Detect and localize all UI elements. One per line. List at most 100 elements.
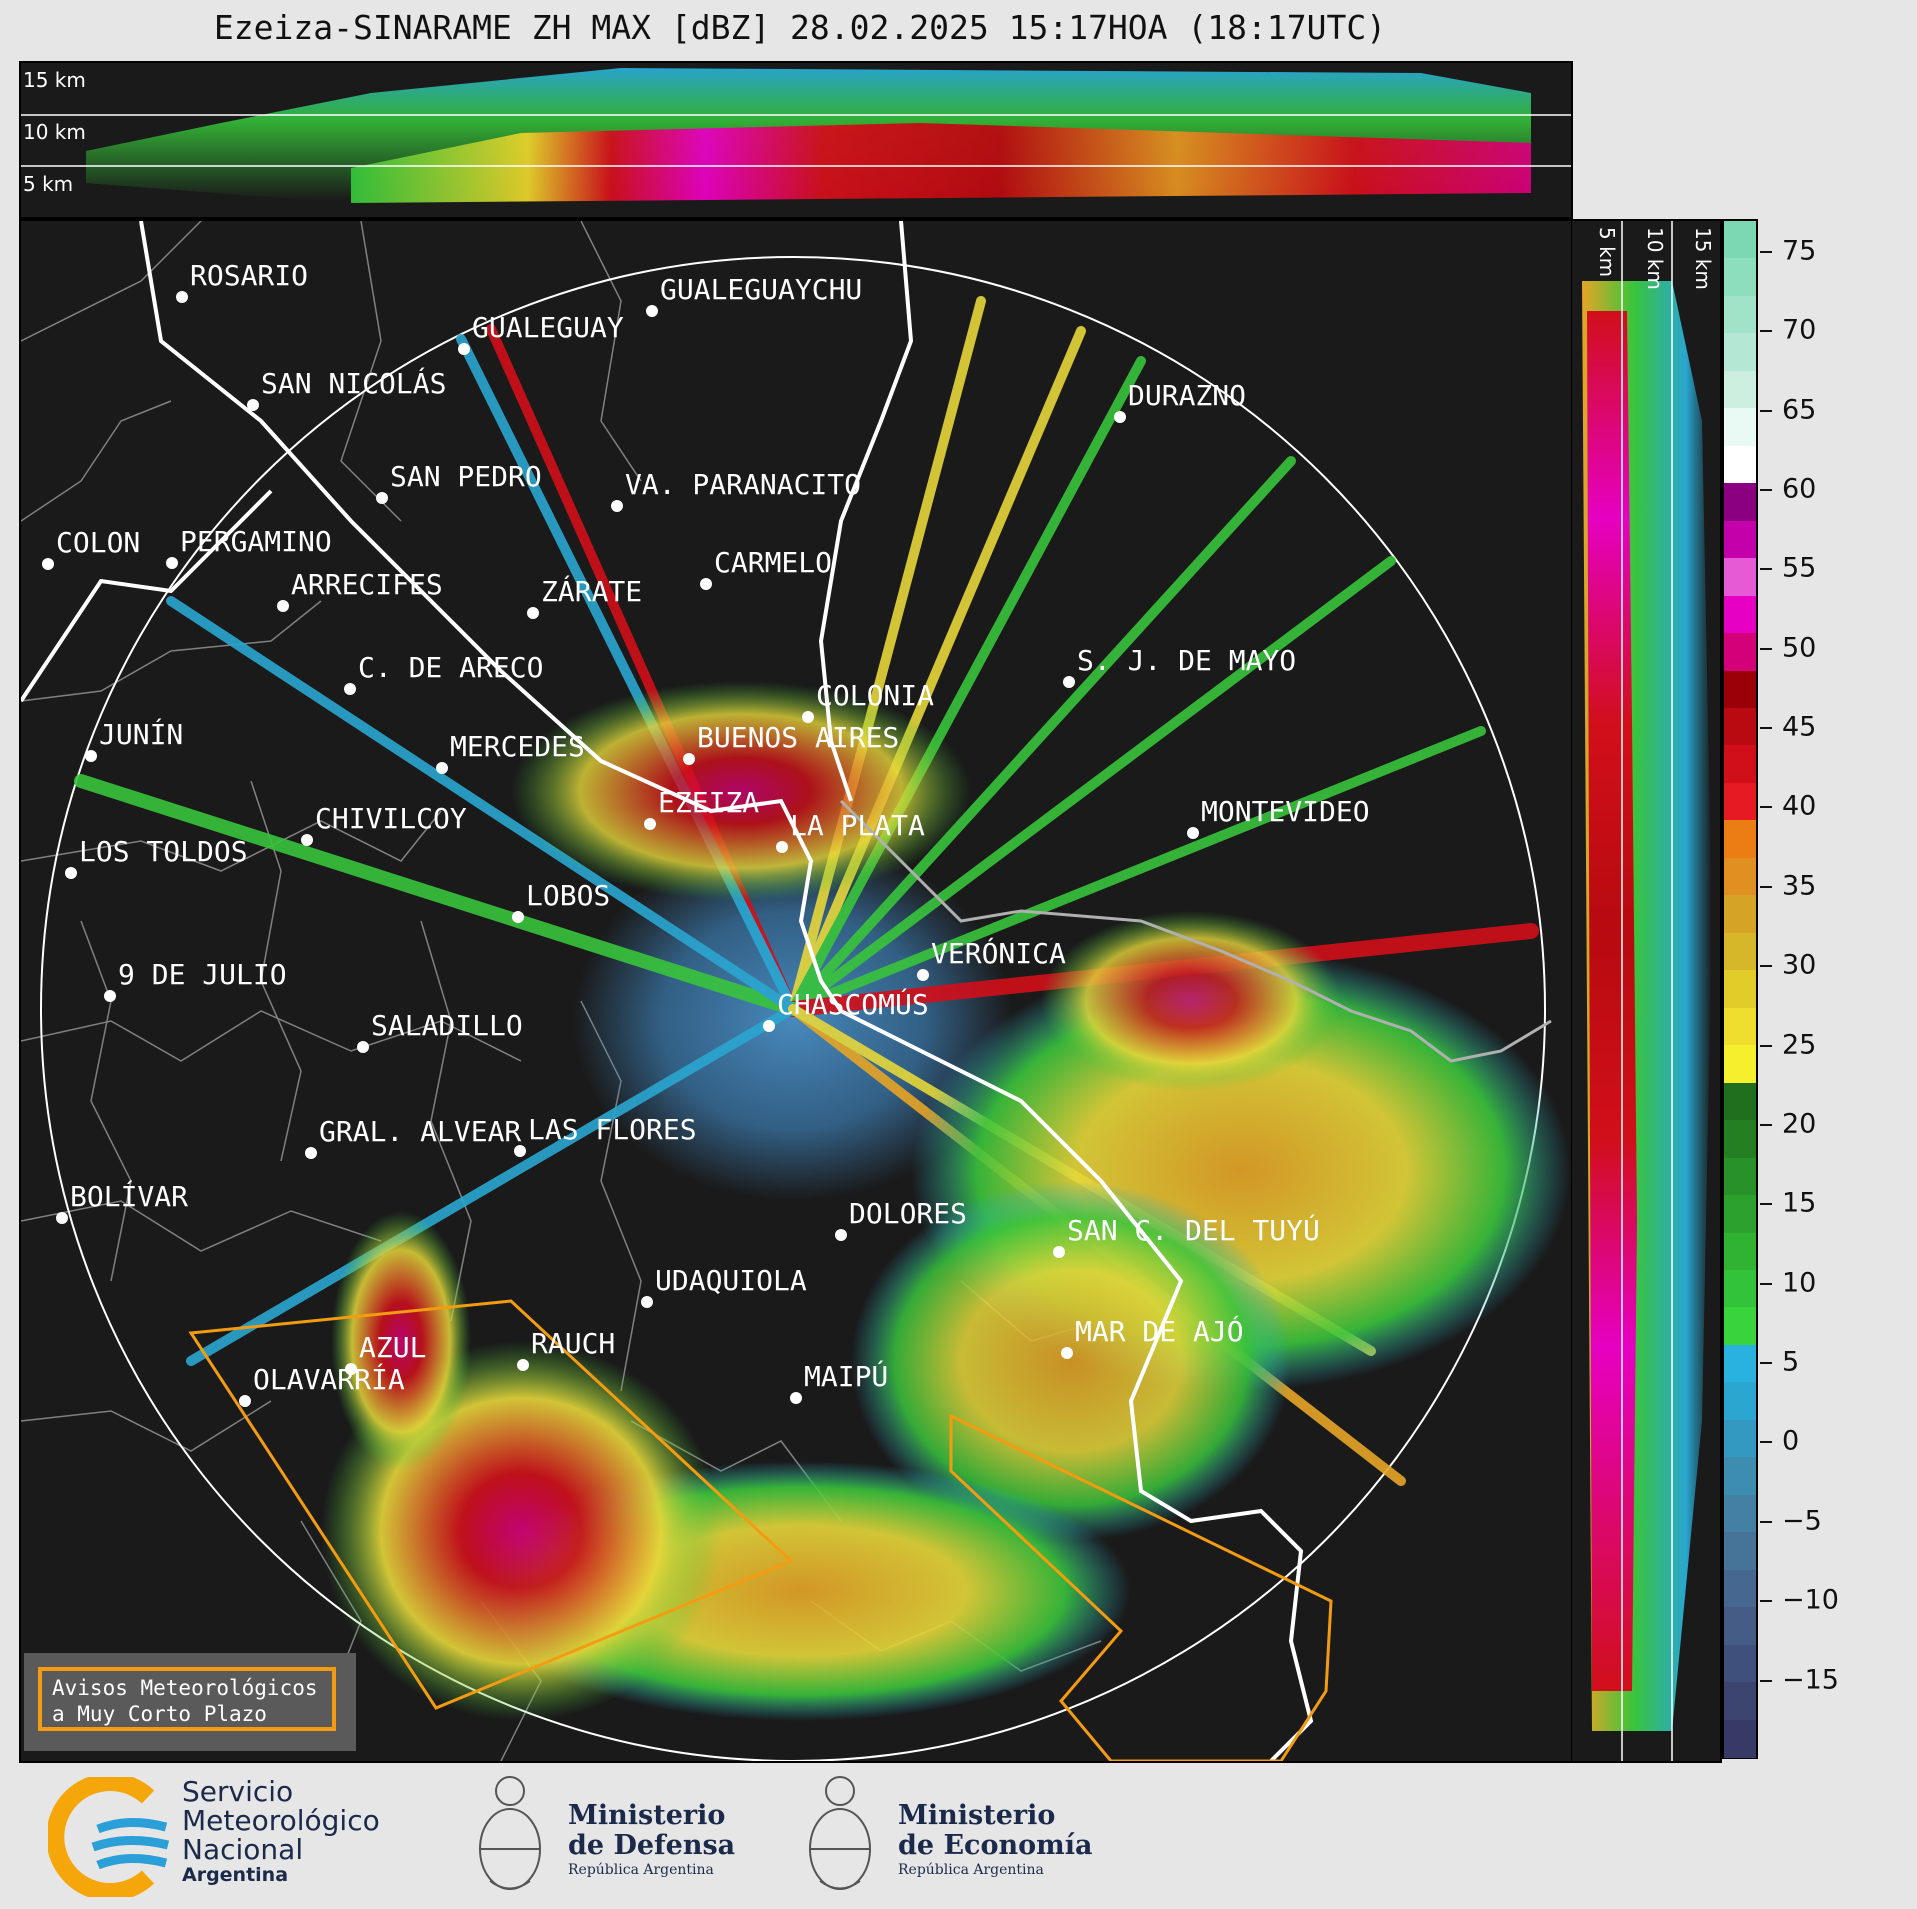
city-dot-olavarr-a [239, 1395, 251, 1407]
city-label-gral-alvear: GRAL. ALVEAR [319, 1115, 521, 1148]
colorbar-tick-mark [1760, 1600, 1772, 1603]
city-label-maip: MAIPÚ [804, 1359, 888, 1393]
colorbar [1722, 219, 1758, 1759]
defensa-line1: Ministerio [568, 1800, 726, 1831]
city-dot-z-rate [527, 607, 539, 619]
storm-southeast [851, 1181, 1291, 1541]
city-label-udaquiola: UDAQUIOLA [655, 1264, 807, 1297]
city-label-san-pedro: SAN PEDRO [390, 460, 542, 493]
footer: Servicio Meteorológico Nacional Argentin… [0, 1763, 1917, 1909]
city-dot-jun-n [85, 750, 97, 762]
smn-line2: Meteorológico [182, 1804, 380, 1837]
city-label-durazno: DURAZNO [1128, 379, 1246, 412]
city-dot-gualeguaychu [646, 305, 658, 317]
colorbar-step [1724, 1494, 1756, 1534]
colorbar-step [1724, 1157, 1756, 1197]
city-dot-gualeguay [458, 343, 470, 355]
colorbar-step [1724, 1719, 1756, 1758]
city-label-ver-nica: VERÓNICA [931, 936, 1066, 970]
range-ring [40, 256, 1546, 1761]
city-label-azul: AZUL [359, 1331, 426, 1364]
city-dot-9-de-julio [104, 990, 116, 1002]
city-dot-chascom-s [763, 1020, 775, 1032]
colorbar-tick-label: 25 [1782, 1029, 1817, 1061]
colorbar-tick-mark [1760, 885, 1772, 888]
colorbar-tick-label: 40 [1782, 790, 1817, 822]
city-dot-rauch [517, 1359, 529, 1371]
colorbar-step [1724, 670, 1756, 709]
colorbar-step [1724, 708, 1756, 747]
colorbar-tick-mark [1760, 330, 1772, 333]
colorbar-step [1724, 1082, 1756, 1122]
colorbar-step [1724, 782, 1756, 822]
defensa-line3: República Argentina [568, 1862, 714, 1878]
colorbar-tick-mark [1760, 568, 1772, 571]
colorbar-tick-label: 10 [1782, 1267, 1817, 1299]
colorbar-step [1724, 221, 1756, 260]
colorbar-tick-mark [1760, 1123, 1772, 1126]
colorbar-step [1724, 1007, 1756, 1047]
city-label-las-flores: LAS FLORES [528, 1113, 697, 1146]
city-dot-pergamino [166, 557, 178, 569]
city-label-z-rate: ZÁRATE [541, 574, 642, 608]
economia-line1: Ministerio [898, 1800, 1056, 1831]
colorbar-tick-label: 35 [1782, 870, 1817, 902]
city-label-gualeguaychu: GUALEGUAYCHU [660, 273, 862, 306]
colorbar-tick-label: 75 [1782, 235, 1817, 267]
storm-north [511, 681, 971, 901]
city-dot-rosario [176, 291, 188, 303]
city-dot-udaquiola [641, 1296, 653, 1308]
city-label-san-c-del-tuy: SAN C. DEL TUYÚ [1067, 1213, 1320, 1247]
colorbar-tick-label: 55 [1782, 552, 1817, 584]
city-label-lobos: LOBOS [526, 879, 610, 912]
colorbar-step [1724, 895, 1756, 934]
smn-line3: Nacional [182, 1833, 304, 1866]
colorbar-tick-mark [1760, 1441, 1772, 1444]
colorbar-step [1724, 333, 1756, 372]
colorbar-step [1724, 1532, 1756, 1571]
colorbar-step [1724, 1195, 1756, 1234]
city-dot-dolores [835, 1229, 847, 1241]
city-label-arrecifes: ARRECIFES [291, 568, 443, 601]
city-label-olavarr-a: OLAVARRÍA [253, 1362, 405, 1396]
city-dot-san-pedro [376, 492, 388, 504]
city-dot-buenos-aires [683, 753, 695, 765]
colorbar-step [1724, 1307, 1756, 1346]
warning-polygons [188, 1299, 1333, 1761]
city-dot-colon [42, 558, 54, 570]
alert-legend-box: Avisos Meteorológicos a Muy Corto Plazo [38, 1667, 336, 1731]
city-label-mercedes: MERCEDES [450, 730, 585, 763]
defensa-line2: de Defensa [568, 1830, 736, 1861]
city-dot-ezeiza [644, 818, 656, 830]
city-dot-azul [345, 1363, 357, 1375]
colorbar-tick-label: 70 [1782, 314, 1817, 346]
colorbar-tick-mark [1760, 1520, 1772, 1523]
warning-polygon-east [949, 1413, 1333, 1761]
warning-polygon-west [188, 1299, 794, 1710]
colorbar-step [1724, 1269, 1756, 1309]
colorbar-tick-label: 30 [1782, 949, 1817, 981]
radar-map[interactable]: ROSARIO GUALEGUAYCHU GUALEGUAY SAN NICOLÁS D… [19, 219, 1573, 1763]
city-label-la-plata: LA PLATA [790, 809, 925, 842]
city-label-bol-var: BOLÍVAR [70, 1179, 188, 1213]
economia-line2: de Economía [898, 1830, 1093, 1861]
storm-saladillo [331, 1211, 471, 1471]
city-dot-va-paranacito [611, 500, 623, 512]
city-dot-mercedes [436, 762, 448, 774]
city-label-pergamino: PERGAMINO [180, 525, 332, 558]
colorbar-step [1724, 932, 1756, 972]
city-dot-maip [790, 1392, 802, 1404]
top-10km-label: 10 km [23, 120, 86, 144]
colorbar-step [1724, 295, 1756, 335]
colorbar-step [1724, 370, 1756, 410]
colorbar-ticks: 75 70 65 60 55 50 45 40 35 30 25 20 15 10 5 0 −5 −10 −15 [1760, 219, 1910, 1759]
colorbar-step [1724, 1419, 1756, 1459]
colorbar-tick-mark [1760, 1282, 1772, 1285]
economia-text: Ministerio de Economía República Argenti… [898, 1801, 1092, 1879]
colorbar-tick-label: −10 [1782, 1584, 1839, 1616]
city-label-carmelo: CARMELO [714, 546, 832, 579]
city-label-colonia: COLONIA [816, 679, 934, 712]
city-dot-s-j-de-mayo [1063, 676, 1075, 688]
city-label-rauch: RAUCH [531, 1327, 615, 1360]
city-dot-san-nicol-s [247, 399, 259, 411]
